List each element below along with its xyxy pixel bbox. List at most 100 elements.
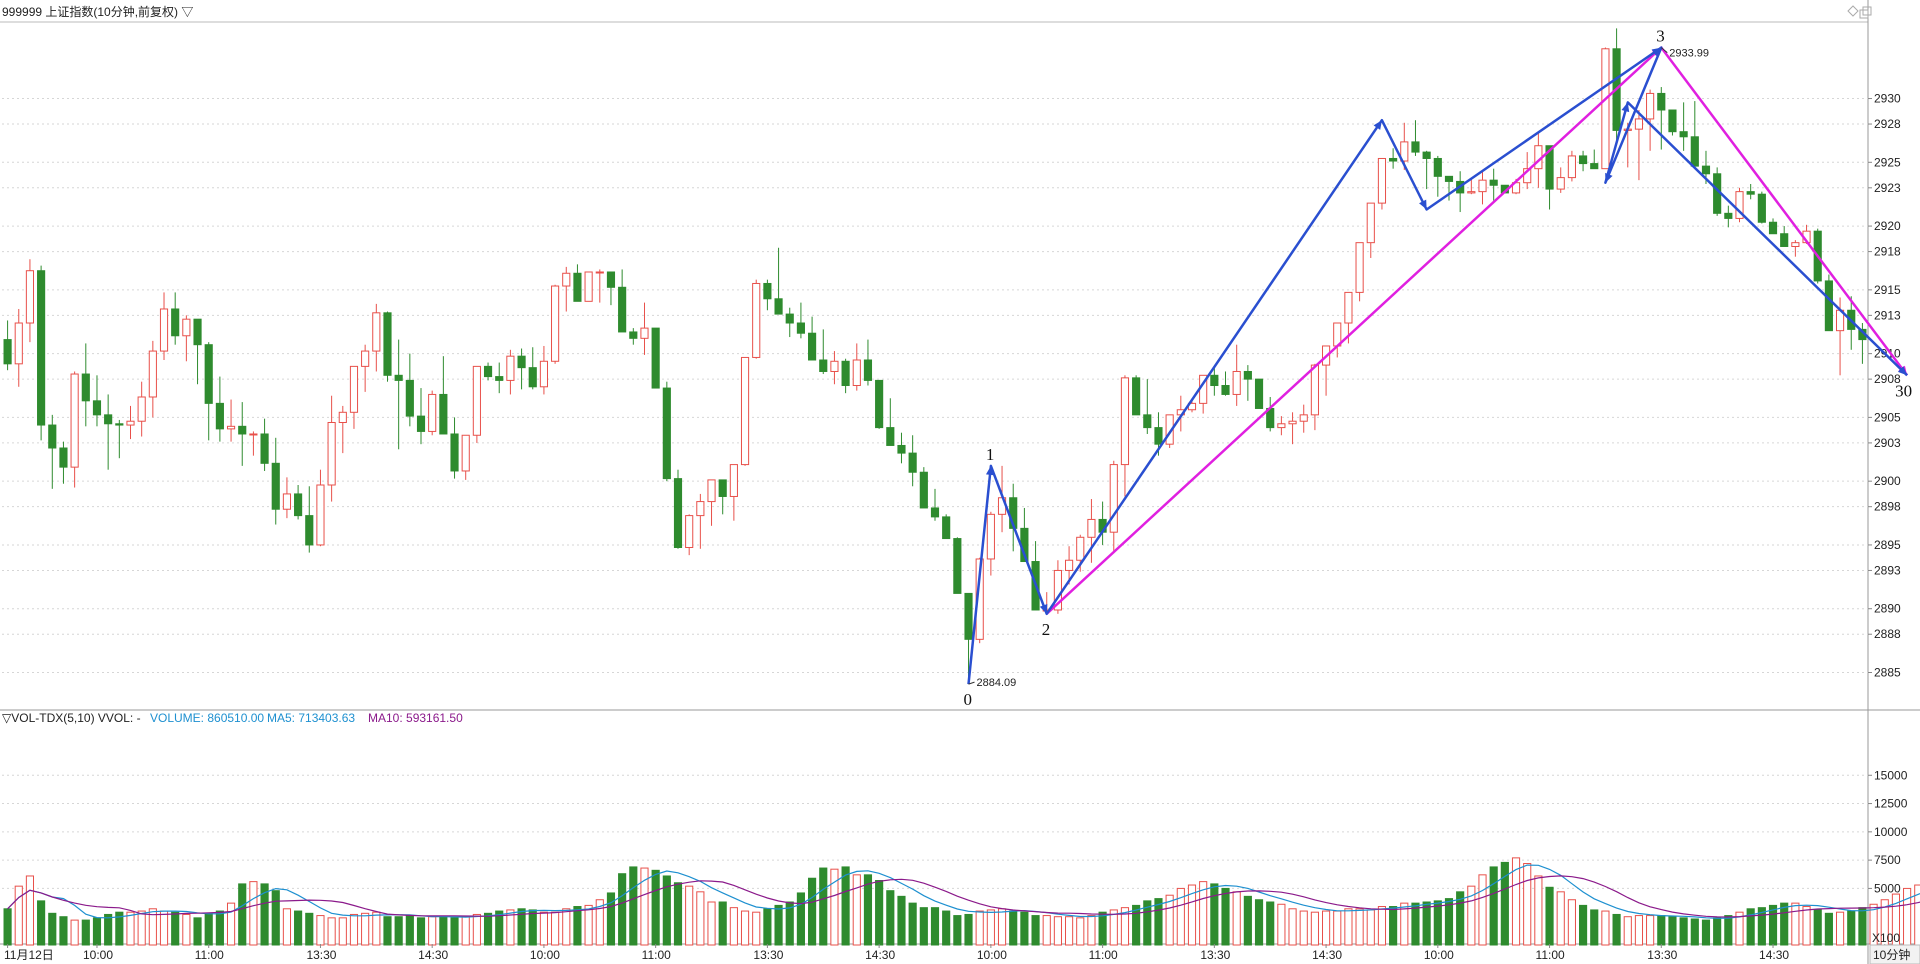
time-tick-label: 11:00 xyxy=(1536,948,1565,962)
candle-body-down xyxy=(171,308,180,337)
candle-body-down xyxy=(1143,414,1152,429)
volume-bar-down xyxy=(260,883,269,946)
candle xyxy=(1735,187,1744,223)
volume-bar-down xyxy=(37,900,46,946)
restore-icon[interactable] xyxy=(1847,5,1859,17)
candle-body-down xyxy=(81,373,90,402)
volume-bar-up xyxy=(1903,887,1912,946)
candle-body-up xyxy=(562,272,571,287)
candle-body-up xyxy=(640,327,649,339)
candle xyxy=(953,537,962,594)
candle-body-up xyxy=(685,515,694,548)
volume-bar-up xyxy=(584,904,593,946)
blue-wave-line xyxy=(967,46,1908,685)
candle xyxy=(573,264,582,302)
volume-bar-down xyxy=(1578,904,1588,946)
period-button[interactable]: 10分钟 xyxy=(1869,944,1920,964)
candle-body-down xyxy=(863,359,873,381)
volume-bar-up xyxy=(685,885,694,946)
candle xyxy=(551,284,560,364)
volume-bar-down xyxy=(774,904,783,946)
candle-body-down xyxy=(1578,155,1588,165)
candle xyxy=(662,381,671,482)
candle xyxy=(316,469,325,547)
volume-bar-down xyxy=(1500,861,1509,946)
candle xyxy=(1791,240,1800,257)
volume-bar-down xyxy=(1254,899,1264,946)
volume-bar-up xyxy=(282,908,292,946)
chart-title[interactable]: 999999 上证指数(10分钟,前复权) ▽ xyxy=(2,4,193,19)
volume-bars xyxy=(3,857,1920,946)
candle-body-down xyxy=(953,538,962,594)
candle-body-down xyxy=(416,415,426,432)
candle-body-down xyxy=(908,452,917,473)
volume-bar-down xyxy=(1668,916,1677,946)
candle-body-down xyxy=(573,272,582,302)
candle xyxy=(226,399,236,442)
volume-bar-down xyxy=(718,901,727,946)
volume-bar-down xyxy=(819,867,828,946)
candle xyxy=(517,348,526,390)
candle-body-up xyxy=(1478,179,1487,193)
volume-bar-down xyxy=(953,915,962,946)
candle-body-up xyxy=(349,365,359,413)
volume-bar-down xyxy=(59,916,68,946)
volume-tick-label: 15000 xyxy=(1874,768,1908,782)
candle-body-down xyxy=(495,376,504,381)
candle xyxy=(1221,371,1230,396)
volume-bar-down xyxy=(785,901,794,946)
candle-body-down xyxy=(618,286,627,333)
volume-bar-down xyxy=(1724,915,1733,946)
candle xyxy=(249,431,258,456)
candle xyxy=(1254,378,1264,409)
candle xyxy=(472,365,481,443)
candle-body-up xyxy=(1601,48,1610,170)
price-tick-label: 2905 xyxy=(1874,410,1901,424)
period-button-label[interactable]: 10分钟 xyxy=(1873,947,1910,962)
volume-bar-up xyxy=(975,910,984,946)
candle xyxy=(1634,110,1644,181)
candle xyxy=(282,477,292,519)
volume-bar-up xyxy=(1109,909,1118,946)
candle xyxy=(796,302,805,339)
volume-indicator-label[interactable]: ▽VOL-TDX(5,10) VVOL: - xyxy=(2,711,141,725)
blue-wave-line-arrowhead xyxy=(1621,102,1630,113)
candle-body-down xyxy=(875,379,884,429)
candle-body-up xyxy=(729,464,738,497)
candle xyxy=(148,340,157,418)
candle-body-up xyxy=(1310,364,1319,416)
candle-body-down xyxy=(651,327,660,389)
volume-bar-down xyxy=(1545,886,1554,946)
volume-bar-down xyxy=(383,916,392,946)
candle xyxy=(115,419,124,459)
candle-body-up xyxy=(1065,559,1074,571)
candle-body-down xyxy=(483,365,493,378)
candle xyxy=(1109,460,1118,553)
price-tick-label: 2903 xyxy=(1874,436,1901,450)
candle-body-down xyxy=(930,507,940,518)
volume-bar-down xyxy=(271,890,280,946)
volume-bar-down xyxy=(1221,887,1230,946)
candle-body-up xyxy=(1288,420,1297,425)
volume-bar-down xyxy=(841,866,850,946)
candle xyxy=(808,316,817,361)
candle-body-down xyxy=(439,393,448,435)
volume-bar-down xyxy=(1590,909,1599,946)
volume-bar-up xyxy=(1835,911,1845,946)
volume-bar-up xyxy=(997,908,1007,946)
maximize-icon[interactable] xyxy=(1859,6,1872,19)
price-label-pointer xyxy=(1660,47,1668,54)
candle-body-up xyxy=(372,312,381,352)
price-tick-label: 2913 xyxy=(1874,308,1901,322)
candle xyxy=(752,279,761,359)
volume-bar-up xyxy=(1333,910,1342,946)
volume-bar-down xyxy=(405,915,414,946)
candle-body-up xyxy=(327,421,336,486)
time-tick-label: 14:30 xyxy=(865,948,895,962)
candle-body-up xyxy=(137,396,146,422)
candle xyxy=(562,266,571,312)
candle-body-up xyxy=(584,271,593,302)
candle xyxy=(539,345,548,395)
volume-bar-down xyxy=(1768,904,1778,946)
